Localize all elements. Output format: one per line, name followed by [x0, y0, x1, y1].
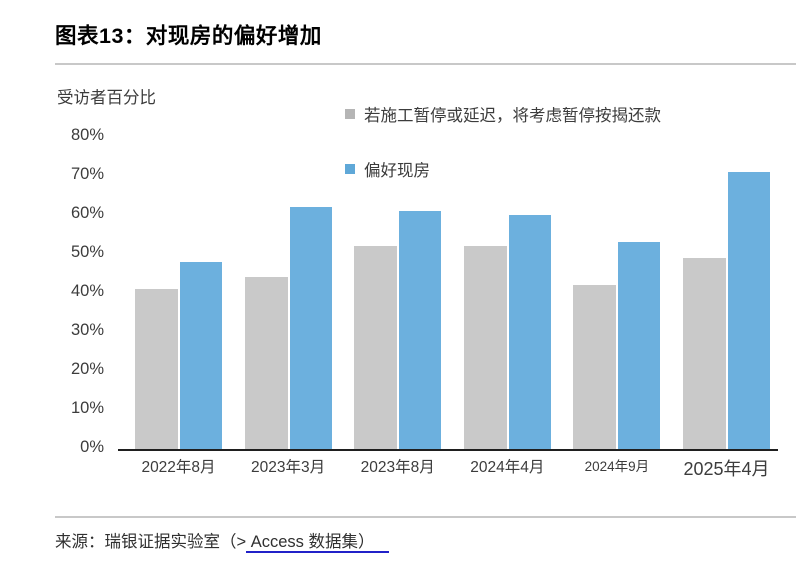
source-divider [55, 516, 796, 518]
y-tick-label: 70% [70, 165, 104, 183]
bar-prefer-completed [180, 261, 222, 449]
chart-title: 图表13：对现房的偏好增加 [55, 24, 322, 48]
x-axis-label: 2025年4月 [683, 459, 770, 479]
y-tick-label: 0% [80, 438, 104, 456]
x-axis-label: 2023年3月 [251, 459, 326, 476]
legend-swatch-gray-icon [345, 109, 355, 119]
bar-mortgage-pause [354, 246, 398, 449]
legend-item-mortgage-pause: 若施工暂停或延迟，将考虑暂停按揭还款 [345, 102, 661, 126]
y-tick-label: 50% [70, 243, 104, 261]
bar-prefer-completed [618, 242, 661, 449]
y-tick-label: 20% [70, 360, 104, 378]
y-tick-label: 30% [70, 321, 104, 339]
x-axis-label: 2024年9月 [584, 459, 650, 474]
source-text: 来源：瑞银证据实验室（> [55, 533, 247, 551]
bar-mortgage-pause [463, 246, 507, 449]
title-divider [55, 63, 796, 65]
y-tick-label: 80% [70, 126, 104, 144]
legend-swatch-blue-icon [345, 164, 355, 174]
legend-label: 若施工暂停或延迟，将考虑暂停按揭还款 [364, 107, 661, 125]
bar-mortgage-pause [244, 277, 288, 449]
x-axis-label: 2022年8月 [141, 459, 216, 476]
bar-prefer-completed [728, 172, 770, 449]
plot-area: 2022年8月 2023年3月 2023年8月 2024年4月 2024年9月 2025年… [118, 137, 778, 479]
bar-mortgage-pause [573, 285, 617, 449]
bar-mortgage-pause [683, 257, 726, 449]
bar-prefer-completed [289, 207, 332, 449]
bar-prefer-completed [399, 211, 442, 449]
x-axis-label: 2024年4月 [470, 459, 545, 476]
source-dataset-link[interactable]: Access 数据集） [246, 533, 389, 553]
y-axis-ticks: 80% 70% 60% 50% 40% 30% 20% 10% 0% [28, 126, 104, 456]
x-axis-label: 2023年8月 [360, 459, 435, 476]
y-tick-label: 60% [70, 204, 104, 222]
bar-prefer-completed [508, 215, 551, 449]
y-tick-label: 10% [70, 399, 104, 417]
legend-item-prefer-completed: 偏好现房 [345, 157, 430, 181]
source-line: 来源：瑞银证据实验室（> Access 数据集） [55, 528, 389, 553]
legend-label: 偏好现房 [364, 162, 430, 180]
bar-mortgage-pause [135, 289, 178, 449]
y-axis-title: 受访者百分比 [57, 89, 156, 107]
y-tick-label: 40% [70, 282, 104, 300]
